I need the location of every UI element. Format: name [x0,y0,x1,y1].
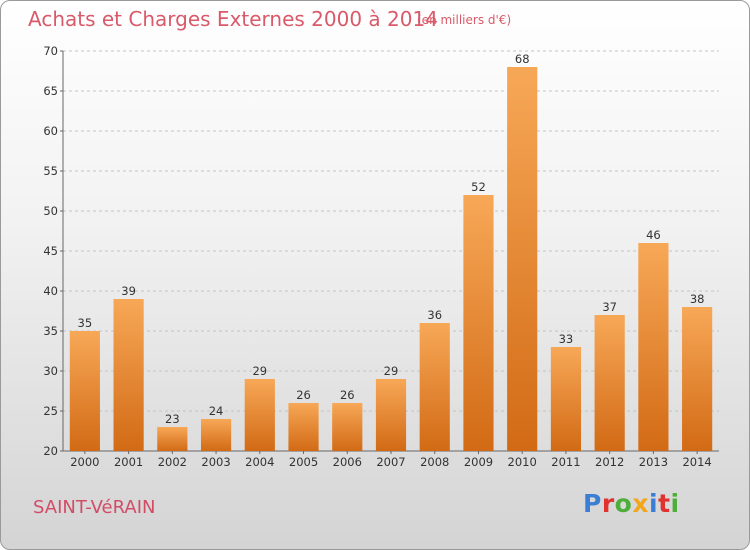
x-tick-label: 2013 [639,455,668,469]
bar-value-label: 36 [427,308,442,322]
x-tick-label: 2009 [464,455,493,469]
proxiti-logo: Proxiti [583,489,680,518]
logo-letter: i [670,489,680,518]
x-tick-label: 2001 [114,455,143,469]
bar-value-label: 33 [559,332,574,346]
y-tick-label: 70 [43,44,58,58]
bar-2008 [419,323,450,451]
bar-2003 [200,419,232,451]
bar-value-label: 37 [602,300,617,314]
bar-2009 [463,195,494,451]
city-name: SAINT-VéRAIN [33,497,156,518]
bar-2005 [288,403,319,451]
bar-value-label: 39 [121,284,136,298]
x-tick-label: 2003 [201,455,230,469]
bar-2007 [375,379,407,451]
x-tick-label: 2011 [551,455,580,469]
x-tick-label: 2010 [508,455,537,469]
bar-2002 [157,427,188,451]
x-tick-label: 2012 [595,455,624,469]
y-tick-label: 25 [43,404,58,418]
bar-value-label: 24 [209,404,224,418]
logo-letter: i [649,489,659,518]
bar-2014 [682,307,713,451]
logo-letter: x [632,489,649,518]
bar-value-label: 35 [78,316,93,330]
bar-2000 [69,331,100,451]
bar-2001 [113,299,144,451]
chart-title: Achats et Charges Externes 2000 à 2014 [28,7,438,31]
bar-value-label: 26 [340,388,355,402]
logo-letter: P [583,489,602,518]
x-tick-label: 2005 [289,455,318,469]
bar-2013 [638,243,669,451]
bar-2011 [550,347,582,451]
y-tick-label: 20 [43,444,58,458]
bar-value-label: 23 [165,412,180,426]
y-tick-label: 55 [43,164,58,178]
x-tick-label: 2004 [245,455,274,469]
bar-value-label: 46 [646,228,661,242]
y-tick-label: 50 [43,204,58,218]
bar-value-label: 38 [690,292,705,306]
x-tick-label: 2014 [682,455,711,469]
bar-value-label: 26 [296,388,311,402]
x-tick-label: 2007 [376,455,405,469]
logo-letter: r [601,489,615,518]
bar-2006 [332,403,363,451]
y-tick-label: 65 [43,84,58,98]
bar-value-label: 29 [384,364,399,378]
x-tick-label: 2002 [158,455,187,469]
x-tick-label: 2000 [70,455,99,469]
y-tick-label: 45 [43,244,58,258]
chart-subtitle: (en milliers d'€) [417,13,512,27]
y-tick-label: 30 [43,364,58,378]
bar-value-label: 29 [252,364,267,378]
y-tick-label: 60 [43,124,58,138]
bar-2010 [507,67,538,451]
bar-value-label: 68 [515,52,530,66]
x-tick-label: 2008 [420,455,449,469]
y-tick-label: 40 [43,284,58,298]
y-tick-label: 35 [43,324,58,338]
bar-2004 [244,379,275,451]
logo-letter: o [614,489,633,518]
bar-2012 [594,315,625,451]
bar-value-label: 52 [471,180,486,194]
logo-letter: t [658,489,671,518]
x-tick-label: 2006 [333,455,362,469]
